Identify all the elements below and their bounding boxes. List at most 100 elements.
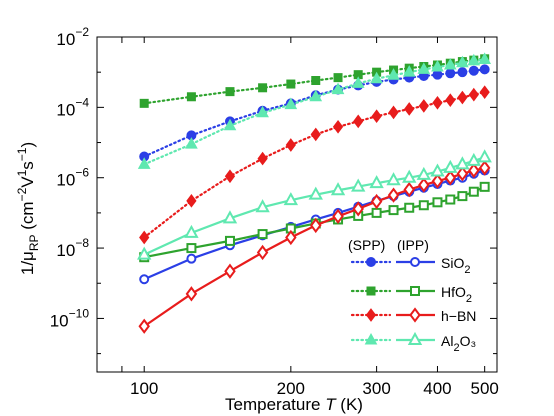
legend-marker-ipp [409, 307, 421, 323]
data-point-hfo-ipp [371, 207, 382, 218]
data-point-h-bn-spp [371, 109, 382, 124]
data-point-hfo-spp [286, 79, 296, 89]
data-point-al-o-ipp [137, 246, 152, 260]
data-point-hfo-spp [139, 98, 149, 108]
x-axis-label: Temperature T (K) [225, 395, 363, 414]
data-point-h-bn-spp [468, 87, 479, 102]
axes-frame [96, 36, 498, 373]
data-point-al-o-spp [417, 62, 431, 74]
data-point-hfo-spp [333, 73, 343, 83]
data-point-al-o-ipp [222, 210, 238, 224]
series-h-bn-spp [139, 85, 490, 245]
data-point-al-o-spp [223, 118, 237, 131]
data-point-h-bn-ipp [332, 208, 344, 224]
x-tick-label: 200 [277, 379, 305, 398]
data-point-hfo-ipp [224, 235, 235, 246]
data-point-h-bn-spp [432, 95, 443, 110]
data-point-al-o-ipp [351, 178, 366, 192]
y-axis-label: 1/μRP (cm−2V1s−1) [15, 142, 41, 275]
y-tick-label: 10−4 [56, 95, 89, 119]
data-point-hfo-ipp [186, 243, 197, 254]
data-point-al-o-spp [431, 60, 444, 72]
data-point-al-o-spp [370, 71, 383, 84]
data-point-al-o-ipp [443, 159, 458, 173]
data-point-al-o-ipp [308, 186, 323, 200]
legend-marker-spp [366, 257, 376, 267]
data-point-h-bn-spp [285, 138, 296, 152]
data-point-hfo-ipp [388, 205, 399, 216]
data-point-hfo-spp [225, 87, 235, 97]
data-point-hfo-spp [258, 83, 268, 93]
data-point-hfo-ipp [257, 229, 268, 240]
data-point-al-o-spp [331, 82, 345, 95]
legend-marker-spp [364, 332, 378, 345]
legend-marker-spp [365, 308, 377, 322]
data-point-al-o-spp [309, 89, 323, 102]
data-point-hfo-ipp [457, 191, 468, 202]
data-point-h-bn-ipp [224, 263, 236, 279]
data-point-al-o-ipp [283, 192, 299, 206]
legend-label: Al2O₃ [441, 333, 476, 354]
data-point-hfo-spp [186, 92, 196, 102]
data-point-h-bn-spp [186, 194, 197, 208]
data-point-al-o-ipp [184, 224, 199, 238]
data-point-h-bn-ipp [138, 318, 150, 334]
data-point-h-bn-ipp [185, 286, 198, 302]
data-point-al-o-spp [137, 157, 151, 169]
data-point-sio-spp [479, 64, 490, 75]
data-point-h-bn-spp [310, 127, 321, 142]
legend-marker-ipp [410, 286, 420, 296]
data-point-h-bn-spp [139, 230, 150, 245]
data-point-h-bn-ipp [370, 193, 383, 210]
y-tick-label: 10−10 [50, 306, 90, 330]
data-point-al-o-spp [456, 55, 469, 68]
data-point-al-o-spp [443, 57, 457, 70]
data-point-al-o-ipp [477, 149, 492, 163]
data-point-al-o-spp [402, 65, 416, 77]
data-point-h-bn-ipp [444, 170, 457, 186]
legend-label: SiO2 [441, 255, 470, 276]
data-point-h-bn-ipp [418, 177, 430, 193]
series-al-o-spp [137, 52, 492, 169]
data-point-al-o-ipp [466, 152, 482, 166]
legend-marker-spp [366, 286, 376, 296]
data-point-hfo-ipp [404, 202, 415, 213]
data-point-h-bn-ipp [456, 166, 469, 182]
data-point-h-bn-ipp [256, 244, 269, 261]
data-point-h-bn-spp [332, 119, 344, 134]
legend-label: h−BN [441, 308, 476, 324]
legend-entry-al-o: Al2O₃ [350, 331, 476, 354]
data-point-h-bn-spp [445, 93, 456, 108]
y-tick-label: 10−2 [56, 25, 89, 49]
data-point-sio-ipp [186, 253, 197, 264]
data-point-h-bn-ipp [431, 173, 444, 189]
data-point-h-bn-spp [404, 102, 415, 116]
data-point-al-o-spp [467, 53, 481, 66]
data-point-sio-ipp [139, 274, 150, 285]
data-point-sio-spp [445, 68, 456, 79]
series-h-bn-ipp [138, 160, 491, 334]
data-point-al-o-spp [185, 137, 198, 149]
data-point-al-o-spp [387, 68, 400, 80]
plot-area [137, 52, 492, 334]
data-point-h-bn-ipp [352, 201, 364, 217]
data-point-hfo-ipp [418, 200, 429, 211]
data-point-h-bn-spp [353, 114, 364, 129]
legend-label: HfO2 [441, 284, 472, 305]
data-point-h-bn-ipp [310, 217, 322, 234]
data-point-al-o-spp [351, 76, 365, 88]
x-tick-label: 500 [470, 379, 498, 398]
data-point-h-bn-ipp [403, 181, 415, 198]
data-point-sio-spp [468, 65, 479, 76]
data-point-al-o-ipp [402, 169, 417, 183]
legend-header-spp: (SPP) [348, 237, 385, 253]
data-point-al-o-ipp [330, 182, 346, 196]
data-point-al-o-ipp [455, 156, 470, 170]
data-point-hfo-ipp [468, 186, 479, 197]
data-point-hfo-spp [311, 76, 321, 86]
data-point-al-o-spp [256, 105, 269, 118]
data-point-h-bn-ipp [387, 187, 400, 203]
data-point-al-o-ipp [255, 199, 270, 213]
data-point-al-o-spp [284, 97, 298, 110]
